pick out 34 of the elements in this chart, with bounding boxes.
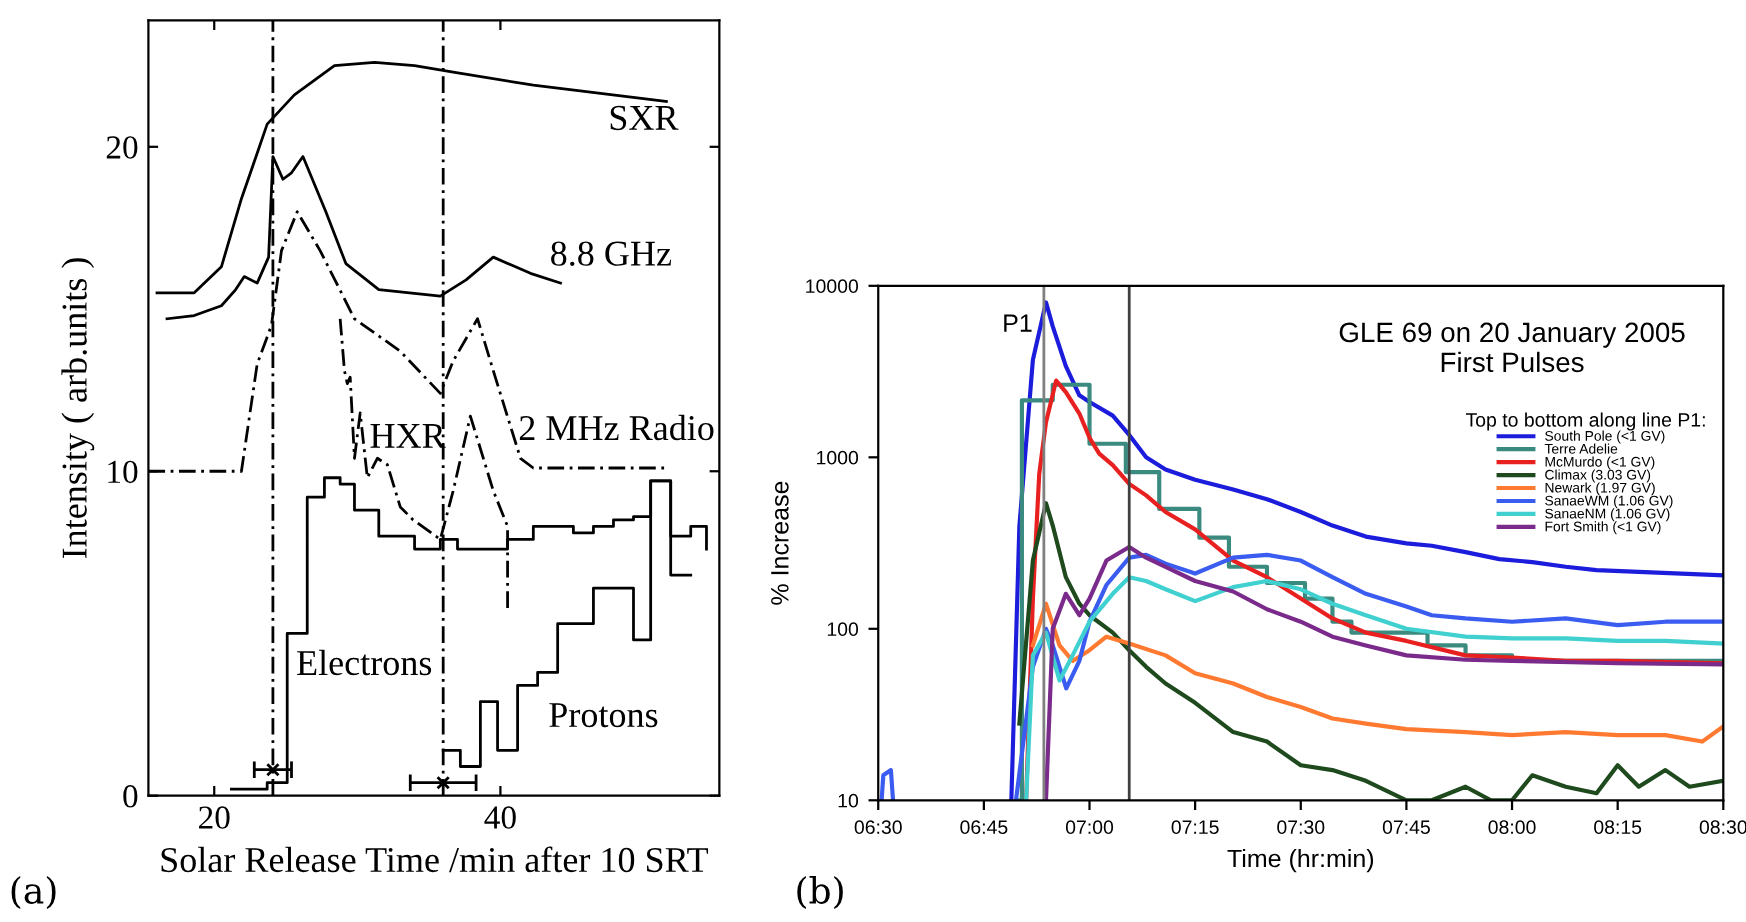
y-axis-title: Intensity ( arb.units ) xyxy=(61,258,95,559)
series-label: HXR xyxy=(370,424,446,448)
y-tick-label: 100 xyxy=(827,622,859,637)
series-label: SXR xyxy=(610,105,679,131)
x-tick-label: 08:15 xyxy=(1594,820,1642,835)
y-tick-label: 10 xyxy=(108,460,138,484)
series-label: Electrons xyxy=(297,649,432,676)
y-tick-label: 0 xyxy=(123,785,138,808)
text: (a) xyxy=(11,875,56,910)
legend-title: Top to bottom along line P1: xyxy=(1465,412,1705,431)
text: (b) xyxy=(797,875,843,910)
x-tick-label: 08:00 xyxy=(1488,820,1536,835)
y-tick-label: 10000 xyxy=(806,279,859,294)
x-tick-label: 08:30 xyxy=(1699,820,1746,835)
ref-line-label: P1 xyxy=(1004,314,1032,332)
x-tick-label: 20 xyxy=(199,806,230,829)
x-tick-label: 07:00 xyxy=(1065,820,1114,835)
y-tick-label: 1000 xyxy=(817,450,859,465)
x-tick-label: 07:15 xyxy=(1171,820,1219,835)
series-label: 2 MHz Radio xyxy=(519,414,714,441)
x-axis-title: Time (hr:min) xyxy=(1227,848,1374,873)
x-tick-label: 06:30 xyxy=(854,820,902,835)
text: GLE 69 on 20 January 2005 First Pulses xyxy=(1339,322,1685,373)
y-tick-label: 10 xyxy=(838,793,859,808)
y-axis-title: % Increase xyxy=(771,481,789,605)
series-label: Protons xyxy=(549,703,658,728)
x-tick-label: 07:45 xyxy=(1382,820,1430,835)
x-tick-label: 06:45 xyxy=(960,820,1008,835)
series-label: 8.8 GHz xyxy=(551,241,672,266)
x-tick-label: 07:30 xyxy=(1277,820,1325,835)
x-tick-label: 40 xyxy=(484,806,516,829)
y-tick-label: 20 xyxy=(106,136,138,159)
line-series xyxy=(1030,601,1724,744)
x-axis-title: Solar Release Time /min after 10 SRT xyxy=(161,846,709,873)
